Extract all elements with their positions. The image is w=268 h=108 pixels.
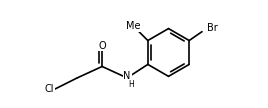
Text: Br: Br	[207, 23, 218, 33]
Text: Cl: Cl	[45, 84, 54, 94]
Text: H: H	[129, 80, 135, 89]
Text: N: N	[123, 71, 131, 81]
Text: O: O	[98, 41, 106, 51]
Text: Me: Me	[126, 21, 140, 31]
